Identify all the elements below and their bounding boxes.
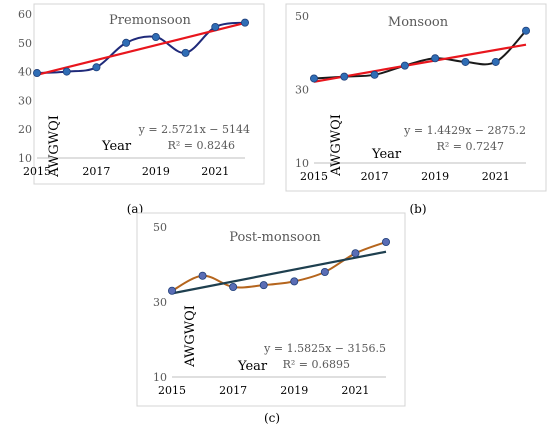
data-point — [309, 74, 318, 83]
x-tick-labels: 2015 2017 2019 2021 — [23, 165, 229, 178]
x-tick-label: 2017 — [82, 165, 110, 178]
trend-line — [36, 21, 246, 76]
trend-line — [171, 250, 387, 295]
data-points — [167, 237, 390, 295]
y-tick-labels: 10 30 50 — [153, 221, 167, 384]
data-point — [211, 22, 220, 31]
data-point — [351, 249, 360, 258]
y-tick-label: 30 — [153, 296, 167, 309]
data-point — [33, 69, 42, 78]
x-tick-label: 2021 — [482, 170, 510, 183]
chart-title: Post-monsoon — [229, 230, 321, 245]
panel-label: (c) — [264, 411, 280, 425]
y-tick-labels: 10 30 50 — [295, 10, 309, 170]
data-point — [259, 281, 268, 290]
x-tick-label: 2019 — [142, 165, 170, 178]
y-tick-label: 50 — [18, 37, 32, 50]
panel-frame — [285, 3, 547, 192]
data-point — [491, 57, 500, 66]
data-points — [309, 26, 531, 83]
x-tick-label: 2015 — [300, 170, 328, 183]
trend-equation: y = 1.5825x − 3156.5 — [263, 342, 386, 355]
r-squared: R² = 0.8246 — [168, 139, 235, 152]
x-tick-label: 2019 — [421, 170, 449, 183]
data-point — [198, 271, 207, 280]
x-tick-labels: 2015 2017 2019 2021 — [158, 384, 369, 397]
x-tick-label: 2021 — [341, 384, 369, 397]
y-tick-label: 20 — [18, 123, 32, 136]
data-point — [229, 282, 238, 291]
r-squared: R² = 0.7247 — [437, 140, 504, 153]
panel-frame — [33, 3, 265, 185]
x-axis-label: Year — [371, 147, 402, 162]
y-axis-label: AWGWQI — [329, 114, 344, 177]
x-axis-label: Year — [101, 139, 132, 154]
y-axis-label: AWGWQI — [183, 305, 198, 368]
trend-equation: y = 1.4429x − 2875.2 — [403, 124, 526, 137]
y-tick-label: 30 — [295, 84, 309, 97]
x-tick-label: 2015 — [158, 384, 186, 397]
data-point — [461, 57, 470, 66]
chart-title: Premonsoon — [109, 13, 192, 28]
data-point — [151, 33, 160, 42]
data-point — [290, 277, 299, 286]
data-point — [167, 286, 176, 295]
data-point — [92, 63, 101, 72]
chart-title: Monsoon — [388, 15, 449, 30]
data-point — [320, 267, 329, 276]
x-tick-label: 2015 — [23, 165, 51, 178]
x-axis-label: Year — [237, 359, 268, 374]
data-point — [431, 54, 440, 63]
x-tick-label: 2017 — [219, 384, 247, 397]
trend-line — [313, 43, 527, 83]
panel-premonsoon: 10 20 30 40 50 60 2015 2017 2019 2021 Premonsoon… — [18, 3, 265, 216]
data-point — [400, 61, 409, 70]
data-point — [240, 18, 249, 27]
data-point — [381, 237, 390, 246]
panel-monsoon: 10 30 50 2015 2017 2019 2021 Monsoon AWGWQI Y… — [285, 3, 547, 216]
data-point — [340, 72, 349, 81]
trend-equation: y = 2.5721x − 5144 — [138, 123, 250, 136]
y-tick-label: 30 — [18, 94, 32, 107]
data-point — [181, 48, 190, 57]
y-tick-label: 50 — [295, 10, 309, 23]
data-point — [62, 67, 71, 76]
x-tick-label: 2019 — [280, 384, 308, 397]
y-tick-label: 10 — [18, 152, 32, 165]
r-squared: R² = 0.6895 — [283, 358, 350, 371]
x-tick-label: 2017 — [361, 170, 389, 183]
x-tick-label: 2021 — [201, 165, 229, 178]
panel-frame — [136, 212, 406, 407]
y-tick-label: 60 — [18, 8, 32, 21]
y-tick-label: 10 — [153, 371, 167, 384]
data-point — [122, 38, 131, 47]
data-point — [522, 26, 531, 35]
x-tick-labels: 2015 2017 2019 2021 — [300, 170, 510, 183]
y-tick-label: 50 — [153, 221, 167, 234]
y-tick-label: 40 — [18, 66, 32, 79]
y-tick-label: 10 — [295, 157, 309, 170]
data-points — [33, 18, 249, 78]
panel-post-monsoon: 10 30 50 2015 2017 2019 2021 Post-monsoon AWG… — [136, 212, 406, 425]
y-axis-label: AWGWQI — [47, 115, 62, 178]
y-tick-labels: 10 20 30 40 50 60 — [18, 8, 32, 165]
panel-label: (b) — [409, 202, 426, 216]
data-point — [370, 70, 379, 79]
